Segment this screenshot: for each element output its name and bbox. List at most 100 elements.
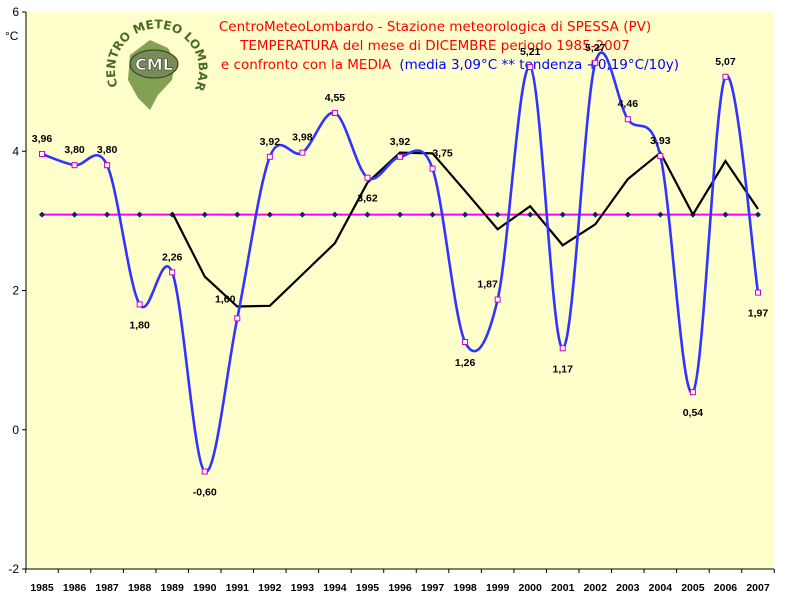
x-tick-label: 1992 [258, 582, 282, 594]
mean-point [364, 211, 371, 218]
temperature-point [201, 468, 208, 475]
temperature-data-label: 3,92 [260, 136, 281, 148]
mean-point [71, 211, 78, 218]
temperature-point [299, 149, 306, 156]
data-labels: 3,96 3,80 3,80 1,80 2,26 -0,60 1,60 3,92 3,98 4,5… [32, 42, 769, 499]
mean-point [429, 211, 436, 218]
title-line-2: TEMPERATURA del mese di DICEMBRE periodo… [239, 38, 630, 54]
mean-point [299, 211, 306, 218]
temperature-point [527, 64, 534, 71]
y-tick-label: 2 [12, 284, 19, 298]
temperature-data-label: 1,80 [129, 319, 150, 331]
mean-point [39, 211, 45, 218]
temperature-point [397, 153, 403, 160]
temperature-data-label: 3,96 [32, 133, 53, 145]
temperature-data-label: 5,07 [715, 56, 736, 68]
x-tick-label: 1993 [291, 582, 315, 594]
x-ticks: 1985 1986 1987 1988 1989 1990 1991 1992 1993 1994… [25, 569, 775, 594]
temperature-point [71, 162, 78, 169]
temperature-data-label: 0,54 [683, 407, 704, 419]
temperature-point [104, 162, 111, 169]
temperature-data-label: 3,80 [97, 144, 118, 156]
logo-initials: CML [135, 55, 173, 74]
x-tick-label: 2005 [681, 582, 705, 594]
x-tick-label: 2007 [746, 582, 770, 594]
x-tick-label: 2000 [519, 582, 543, 594]
x-tick-label: 1998 [453, 582, 477, 594]
temperature-point [331, 109, 338, 116]
temperature-point [39, 151, 45, 158]
temperature-point [559, 345, 566, 352]
temperature-data-label: 1,87 [477, 279, 498, 291]
temperature-data-label: 1,17 [553, 363, 574, 375]
temperature-data-label: 4,55 [325, 92, 346, 104]
temperature-point [136, 301, 143, 308]
temperature-point [266, 153, 273, 160]
temperature-data-label: 1,26 [455, 357, 476, 369]
mean-point [462, 211, 469, 218]
mean-point [755, 211, 761, 218]
chart-title: CentroMeteoLombardo - Stazione meteorolo… [219, 19, 679, 73]
mean-point [234, 211, 241, 218]
y-tick-label: -2 [8, 562, 19, 576]
x-tick-label: 2001 [551, 582, 575, 594]
y-tick-label: 4 [12, 144, 19, 158]
mean-point [104, 211, 111, 218]
mean-point [201, 211, 208, 218]
y-tick-label: 6 [12, 5, 19, 19]
temperature-data-label: 1,60 [215, 293, 236, 305]
mean-point [559, 211, 566, 218]
title-line-1: CentroMeteoLombardo - Stazione meteorolo… [219, 19, 651, 35]
temperature-point [494, 296, 501, 303]
x-tick-label: 1985 [30, 582, 54, 594]
temperature-data-label: 3,93 [650, 135, 671, 147]
y-axis-unit: °C [5, 29, 19, 43]
temperature-data-label: 3,62 [357, 193, 378, 205]
title-line-3-red: e confronto con la MEDIA [221, 57, 392, 73]
x-tick-label: 1989 [161, 582, 185, 594]
temperature-point [234, 315, 241, 322]
x-tick-label: 1994 [323, 582, 347, 594]
x-tick-label: 1996 [388, 582, 412, 594]
x-tick-label: 1990 [193, 582, 217, 594]
temperature-data-label: -0,60 [193, 487, 217, 499]
x-tick-label: 2003 [616, 582, 640, 594]
temperature-point [755, 289, 761, 296]
mean-point [592, 211, 599, 218]
temperature-point [169, 269, 176, 276]
temperature-data-label: 3,92 [390, 136, 411, 148]
mean-point [722, 211, 729, 218]
temperature-data-label: 3,75 [432, 148, 453, 160]
temperature-data-label: 3,80 [64, 144, 85, 156]
x-tick-label: 1991 [226, 582, 250, 594]
temperature-data-label: 5,21 [520, 46, 541, 58]
temperature-point [592, 59, 599, 66]
mean-point [331, 211, 338, 218]
mean-point [657, 211, 664, 218]
x-tick-label: 2002 [584, 582, 608, 594]
mean-point [624, 211, 631, 218]
x-tick-label: 1988 [128, 582, 152, 594]
x-tick-label: 1999 [486, 582, 510, 594]
temperature-data-label: 3,98 [292, 132, 313, 144]
mean-point [266, 211, 273, 218]
logo-badge [129, 49, 179, 79]
title-line-3-blue: (media 3,09°C ** tendenza +0,19°C/10y) [399, 57, 679, 73]
temperature-data-label: 5,27 [585, 42, 606, 54]
x-tick-label: 2006 [714, 582, 738, 594]
mean-point [397, 211, 403, 218]
temperature-point [722, 73, 729, 80]
temperature-point [689, 389, 696, 396]
temperature-point [624, 116, 631, 123]
x-tick-label: 1987 [95, 582, 119, 594]
x-tick-label: 1997 [421, 582, 445, 594]
temperature-data-label: 1,97 [748, 308, 769, 320]
temperature-point [657, 153, 664, 160]
temperature-point [364, 174, 371, 181]
series-layer [39, 51, 761, 475]
mean-point [136, 211, 143, 218]
temperature-line [41, 51, 760, 473]
temperature-data-label: 4,46 [618, 98, 639, 110]
temperature-data-label: 2,26 [162, 251, 183, 263]
